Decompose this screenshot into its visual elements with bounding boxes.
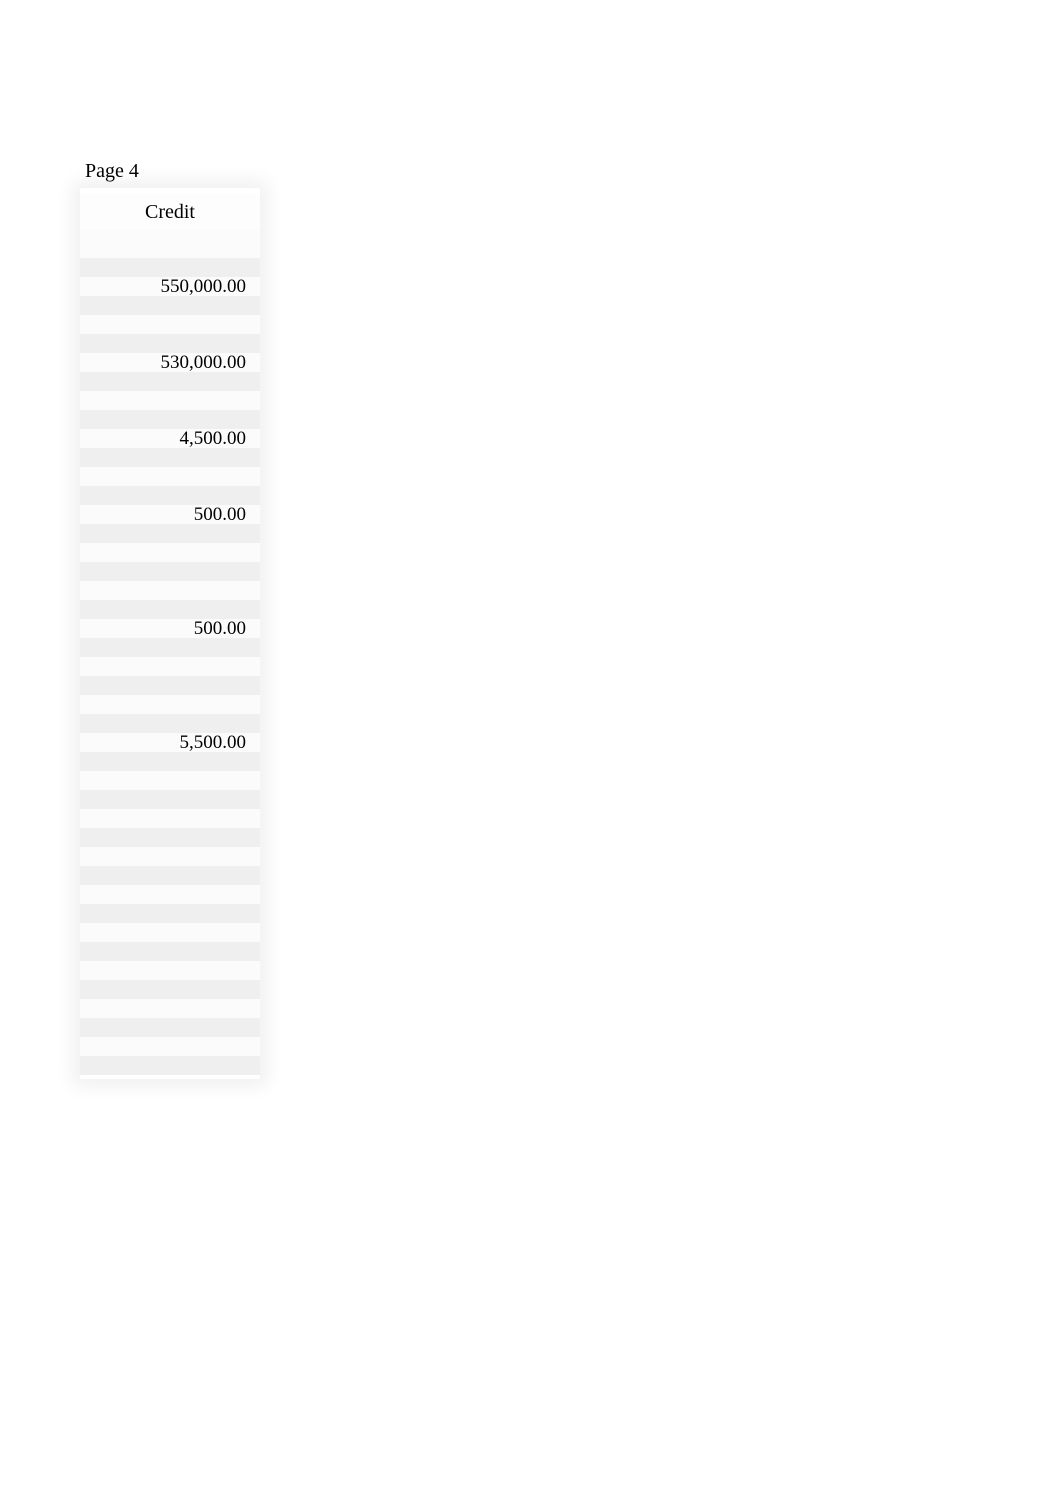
credit-cell-empty <box>80 334 260 353</box>
credit-cell: 500.00 <box>80 619 260 638</box>
credit-cell-empty <box>80 676 260 695</box>
credit-cell-empty <box>80 467 260 486</box>
credit-cell-empty <box>80 942 260 961</box>
credit-cell-empty <box>80 410 260 429</box>
credit-cell-empty <box>80 828 260 847</box>
credit-cell-empty <box>80 448 260 467</box>
credit-cell: 530,000.00 <box>80 353 260 372</box>
credit-cell-empty <box>80 999 260 1018</box>
credit-table: Credit 550,000.00 530,000.00 4,500.00 500.0… <box>80 188 260 1079</box>
credit-cell-empty <box>80 543 260 562</box>
credit-cell: 550,000.00 <box>80 277 260 296</box>
credit-cell-empty <box>80 980 260 999</box>
credit-cell-empty <box>80 1018 260 1037</box>
credit-cell-empty <box>80 657 260 676</box>
credit-column-header: Credit <box>80 194 260 230</box>
credit-cell-empty <box>80 372 260 391</box>
credit-cell-empty <box>80 315 260 334</box>
credit-cell-empty <box>80 752 260 771</box>
credit-cell-empty <box>80 885 260 904</box>
credit-cell-empty <box>80 600 260 619</box>
credit-cell-empty <box>80 790 260 809</box>
credit-cell-empty <box>80 904 260 923</box>
credit-cell-empty <box>80 296 260 315</box>
page-number-label: Page 4 <box>85 160 139 183</box>
credit-cell-empty <box>80 695 260 714</box>
credit-cell-empty <box>80 771 260 790</box>
credit-cell-empty <box>80 866 260 885</box>
credit-cell-empty <box>80 524 260 543</box>
credit-cell-empty <box>80 391 260 410</box>
credit-cell: 4,500.00 <box>80 429 260 448</box>
credit-rows-container: 550,000.00 530,000.00 4,500.00 500.00 500.00… <box>80 230 260 1075</box>
credit-cell-empty <box>80 1037 260 1056</box>
credit-cell: 5,500.00 <box>80 733 260 752</box>
credit-cell-empty <box>80 562 260 581</box>
credit-cell-empty <box>80 809 260 828</box>
credit-cell-empty <box>80 638 260 657</box>
credit-cell-empty <box>80 230 260 258</box>
credit-cell-empty <box>80 923 260 942</box>
credit-cell-empty <box>80 486 260 505</box>
credit-cell-empty <box>80 1056 260 1075</box>
credit-cell-empty <box>80 581 260 600</box>
credit-cell-empty <box>80 258 260 277</box>
credit-cell: 500.00 <box>80 505 260 524</box>
credit-cell-empty <box>80 961 260 980</box>
credit-cell-empty <box>80 847 260 866</box>
credit-cell-empty <box>80 714 260 733</box>
